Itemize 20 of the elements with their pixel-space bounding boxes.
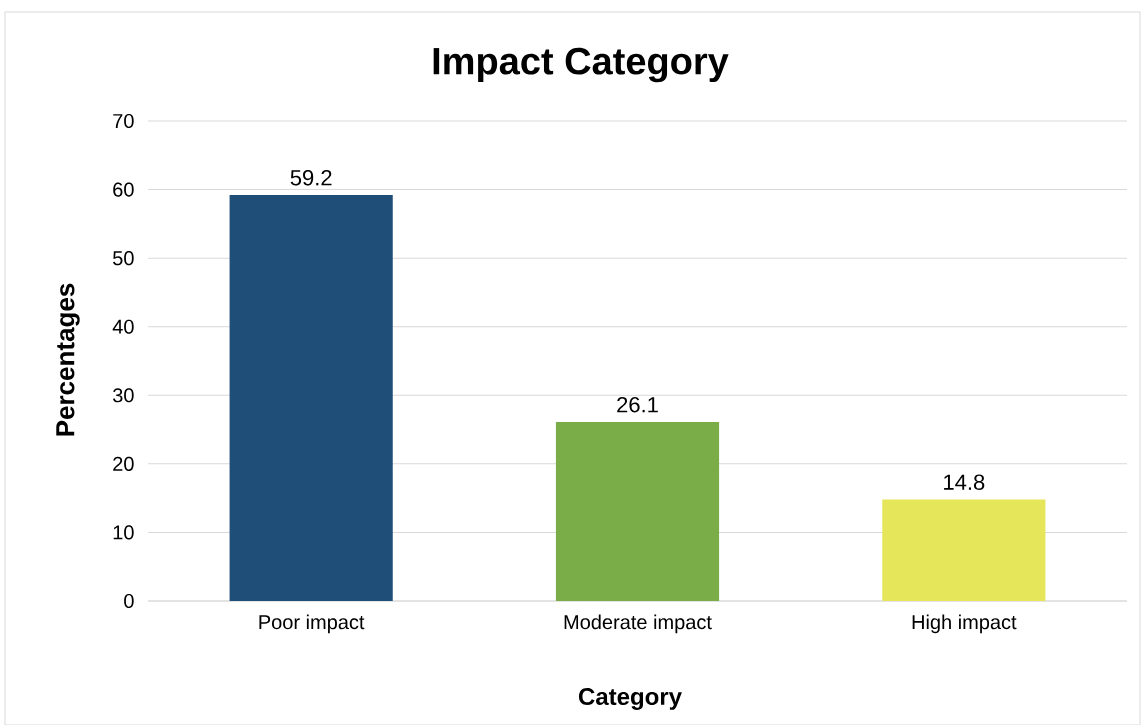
y-tick-label: 20 bbox=[113, 456, 134, 471]
x-tick-label: Moderate impact bbox=[564, 614, 712, 634]
y-tick-label: 40 bbox=[112, 319, 134, 334]
bar bbox=[555, 422, 720, 601]
bar bbox=[229, 195, 393, 601]
data-label: 14.8 bbox=[944, 474, 985, 490]
y-tick-label: 30 bbox=[112, 388, 134, 403]
x-axis-title: Category bbox=[578, 688, 682, 710]
y-axis-title: Percentages bbox=[56, 283, 80, 436]
bar bbox=[882, 499, 1046, 601]
x-tick-label: Poor impact bbox=[259, 614, 365, 634]
y-tick-label: 10 bbox=[113, 525, 134, 540]
x-tick-label: High impact bbox=[912, 614, 1017, 634]
data-label: 59.2 bbox=[290, 169, 332, 186]
y-tick-label: 0 bbox=[124, 593, 134, 609]
chart-title: Impact Category bbox=[433, 47, 729, 83]
y-tick-label: 60 bbox=[113, 182, 134, 197]
y-tick-label: 70 bbox=[113, 113, 134, 129]
y-tick-label: 50 bbox=[113, 251, 134, 266]
data-label: 26.1 bbox=[617, 396, 658, 413]
